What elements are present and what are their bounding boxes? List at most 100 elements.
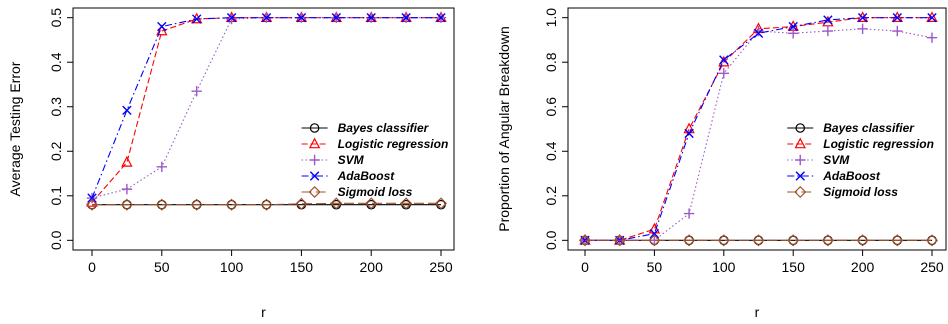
data-point-diamond xyxy=(683,234,696,247)
data-point-diamond xyxy=(578,234,592,247)
data-point-triangle xyxy=(191,12,203,24)
legend-marker-cross xyxy=(795,171,805,181)
plot-frame xyxy=(567,7,947,251)
legend-marker-plus xyxy=(309,154,320,166)
data-point-triangle xyxy=(856,11,869,22)
data-point-cross xyxy=(87,193,97,203)
data-point-cross xyxy=(892,12,902,23)
data-point-triangle xyxy=(926,11,938,22)
legend-marker-circle xyxy=(795,123,806,133)
data-point-diamond xyxy=(648,234,661,247)
data-point-plus xyxy=(718,68,729,79)
data-point-diamond xyxy=(365,197,378,210)
x-tick-label: 200 xyxy=(851,259,875,275)
data-point-plus xyxy=(683,208,695,219)
series-adaboost xyxy=(87,12,446,203)
legend-marker-circle xyxy=(309,123,320,133)
data-point-cross xyxy=(719,55,729,65)
data-point-plus xyxy=(753,25,764,37)
data-point-cross xyxy=(261,12,272,23)
data-point-plus xyxy=(191,85,202,97)
data-point-plus xyxy=(857,23,868,35)
y-tick-label: 0.0 xyxy=(48,230,64,250)
data-point-diamond xyxy=(891,234,904,247)
data-point-diamond xyxy=(260,198,273,211)
data-point-triangle xyxy=(156,24,168,36)
data-point-cross xyxy=(366,12,376,23)
data-point-cross xyxy=(684,128,694,139)
data-point-diamond xyxy=(400,197,413,210)
y-tick-label: 0.4 xyxy=(543,141,559,161)
data-point-cross xyxy=(436,12,446,23)
data-point-triangle xyxy=(683,122,695,134)
data-point-cross xyxy=(226,12,237,23)
y-tick-label: 0.5 xyxy=(48,8,64,28)
x-tick-label: 50 xyxy=(154,259,170,275)
y-tick-label: 0.0 xyxy=(543,230,559,250)
x-tick-label: 250 xyxy=(920,259,944,275)
series-sigmoid-loss xyxy=(85,197,448,211)
legend-marker-plus xyxy=(795,154,806,166)
data-point-triangle xyxy=(891,11,903,22)
data-point-plus xyxy=(892,25,903,37)
data-point-diamond xyxy=(155,198,168,211)
data-point-cross xyxy=(401,12,411,23)
data-point-diamond xyxy=(787,234,800,247)
y-tick-label: 0.3 xyxy=(48,97,64,117)
chart-average-testing-error: 0 50 100 150 200 250 0.0 0.1 0.2 0.3 0.4 0.5 r Averag… xyxy=(7,7,455,320)
data-point-plus xyxy=(788,28,799,39)
series-sigmoid-loss xyxy=(578,234,939,247)
legend-label: Logistic regression xyxy=(823,137,934,151)
data-point-cross xyxy=(857,12,868,23)
y-tick-label: 0.2 xyxy=(48,141,64,161)
y-tick-label: 0.2 xyxy=(543,186,559,206)
legend-marker-diamond xyxy=(308,185,321,199)
data-point-cross xyxy=(649,228,660,239)
legend-label: AdaBoost xyxy=(337,169,396,183)
x-tick-label: 150 xyxy=(782,259,806,275)
data-point-cross xyxy=(122,105,132,115)
y-axis-title: Average Testing Error xyxy=(7,61,23,196)
data-point-plus xyxy=(226,13,237,25)
legend-label: Bayes classifier xyxy=(338,121,430,135)
data-point-diamond xyxy=(120,198,133,211)
data-point-plus xyxy=(156,161,167,173)
x-tick-label: 0 xyxy=(581,259,589,275)
data-point-diamond xyxy=(925,234,939,247)
data-point-diamond xyxy=(434,197,448,210)
legend-label: Logistic regression xyxy=(338,137,449,151)
x-tick-label: 200 xyxy=(360,259,384,275)
x-axis-title: r xyxy=(261,304,266,320)
plot-frame xyxy=(72,7,455,251)
legend-label: Sigmoid loss xyxy=(338,185,413,199)
legend-label: AdaBoost xyxy=(822,169,881,183)
legend-label: SVM xyxy=(823,153,850,167)
data-point-diamond xyxy=(752,234,765,247)
legend-marker-cross xyxy=(309,171,320,181)
x-tick-label: 100 xyxy=(220,259,244,275)
data-point-cross xyxy=(823,15,833,25)
data-point-cross xyxy=(157,21,167,32)
y-tick-label: 1.0 xyxy=(543,8,559,28)
y-tick-label: 0.6 xyxy=(543,97,559,117)
data-point-diamond xyxy=(717,234,730,247)
data-point-cross xyxy=(788,21,798,32)
legend-label: SVM xyxy=(338,153,365,167)
legend: Bayes classifier Logistic regression SVM Ad… xyxy=(787,121,934,199)
data-point-plus xyxy=(822,25,834,37)
data-point-diamond xyxy=(613,234,626,247)
y-tick-label: 0.8 xyxy=(543,52,559,72)
data-point-diamond xyxy=(85,198,99,211)
legend-label: Sigmoid loss xyxy=(823,185,898,199)
x-tick-label: 150 xyxy=(290,259,314,275)
legend-marker-diamond xyxy=(794,185,807,199)
y-tick-label: 0.1 xyxy=(48,186,64,206)
y-axis-title: Proportion of Angular Breakdown xyxy=(496,26,512,231)
x-tick-label: 0 xyxy=(88,259,96,275)
data-point-diamond xyxy=(225,198,238,211)
data-point-plus xyxy=(121,183,133,195)
x-tick-label: 100 xyxy=(712,259,736,275)
x-tick-label: 250 xyxy=(429,259,453,275)
y-tick-label: 0.4 xyxy=(48,52,64,72)
